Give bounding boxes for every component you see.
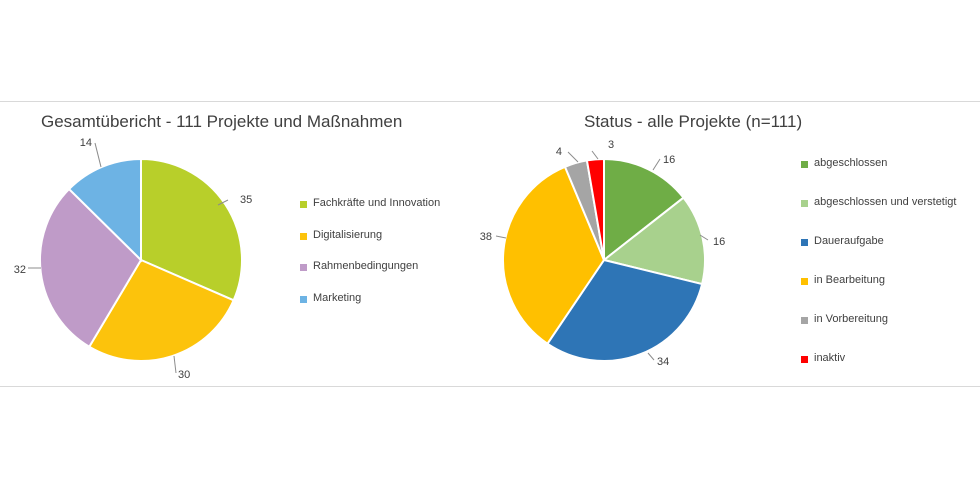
chart-1-slice-1: [140, 157, 243, 302]
chart-2-data-label-1: 16: [663, 154, 675, 166]
bottom-divider: [0, 386, 980, 387]
legend-swatch: [801, 356, 808, 363]
chart-2-leader-line-2: [699, 234, 709, 241]
legend-label: inaktiv: [814, 352, 846, 364]
legend-swatch: [801, 200, 808, 207]
chart-2-slice-3: [546, 258, 704, 362]
legend-label: Rahmenbedingungen: [313, 260, 419, 272]
legend-label: abgeschlossen: [814, 157, 888, 169]
chart-2-slice-4: [502, 165, 606, 346]
chart-1-leader-line-1: [217, 199, 229, 206]
chart-2-data-label-5: 4: [556, 146, 562, 158]
chart-2-data-label-3: 34: [657, 356, 669, 368]
chart-2-slice-2: [601, 196, 706, 286]
chart-2-leader-line-4: [495, 235, 507, 239]
chart-2-slice-1: [603, 157, 685, 263]
legend-swatch: [801, 317, 808, 324]
legend-label: in Bearbeitung: [814, 274, 885, 286]
legend-label: Digitalisierung: [313, 228, 383, 241]
chart-2-slice-6: [585, 157, 605, 261]
legend-label: in Vorbereitung: [814, 313, 888, 325]
chart-2-title: Status - alle Projekte (n=111): [584, 112, 803, 131]
chart-1-data-label-4: 14: [80, 137, 92, 149]
chart-2-leader-line-1: [652, 158, 661, 171]
chart-2-data-label-2: 16: [713, 236, 725, 248]
legend-label: abgeschlossen und verstetigt: [814, 196, 957, 208]
legend-label: Fachkräfte und Innovation: [313, 197, 441, 209]
chart-1-slice-4: [67, 157, 142, 263]
legend-label: Marketing: [313, 291, 362, 304]
legend-swatch: [801, 278, 808, 285]
chart-1-slice-2: [87, 258, 235, 362]
legend-swatch: [300, 264, 307, 271]
chart-1-leader-line-4: [94, 142, 102, 168]
chart-2-data-label-6: 3: [608, 139, 614, 151]
legend-swatch: [300, 232, 307, 240]
chart-2-leader-line-5: [567, 151, 579, 163]
legend-label: Daueraufgabe: [814, 235, 884, 247]
chart-1-data-label-1: 35: [240, 194, 252, 206]
chart-2-data-label-4: 38: [480, 231, 492, 243]
legend-swatch: [300, 201, 307, 208]
chart-1-title: Gesamtübericht - 111 Projekte und Maßnah…: [41, 112, 403, 131]
legend-swatch: [801, 161, 808, 168]
top-divider: [0, 101, 980, 102]
legend-swatch: [300, 295, 307, 303]
chart-1-data-label-2: 30: [178, 369, 190, 381]
chart-2-leader-line-6: [591, 150, 599, 160]
chart-2-leader-line-3: [647, 352, 655, 361]
chart-1-leader-line-2: [173, 355, 177, 374]
legend-swatch: [801, 239, 808, 246]
chart-1-slice-3: [39, 187, 143, 349]
chart-1-data-label-3: 32: [14, 264, 26, 276]
